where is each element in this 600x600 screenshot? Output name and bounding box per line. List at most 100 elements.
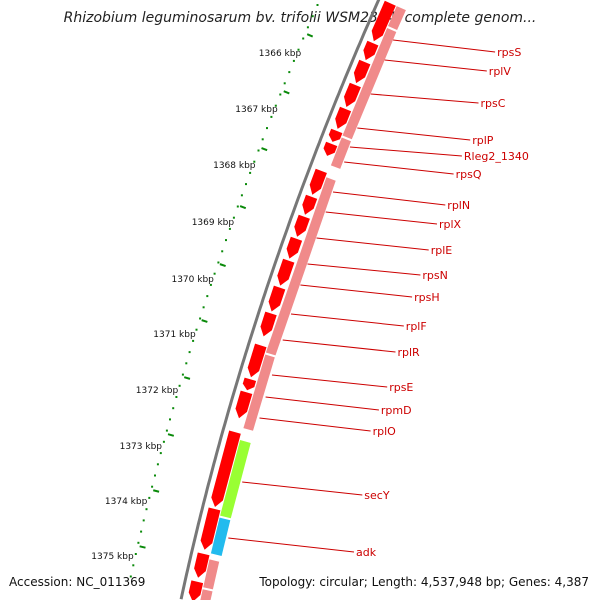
gene-arrow[interactable]: [235, 390, 253, 419]
scale-dot: [217, 261, 220, 264]
gene-block[interactable]: [200, 589, 213, 600]
gene-label[interactable]: rpsC: [481, 97, 506, 110]
gene-block[interactable]: [203, 559, 220, 590]
scale-dot: [221, 250, 224, 253]
gene-arrow[interactable]: [302, 194, 318, 215]
scale-dot: [145, 508, 148, 511]
scale-dot: [134, 553, 137, 555]
scale-dot: [178, 384, 181, 387]
secy-block[interactable]: [220, 440, 251, 519]
scale-tick: [239, 205, 247, 210]
scale-label: 1368 kbp: [213, 161, 256, 171]
scale-dotted-line: [129, 4, 319, 578]
accession-text: Accession: NC_011369: [9, 575, 146, 589]
gene-block[interactable]: [265, 177, 336, 356]
scale-tick: [283, 90, 290, 95]
scale-label: 1371 kbp: [153, 330, 196, 340]
gene-arrow[interactable]: [323, 141, 338, 156]
gene-arrow[interactable]: [268, 285, 286, 312]
gene-label[interactable]: rpsH: [414, 291, 440, 304]
gene-label[interactable]: rplE: [431, 244, 453, 257]
scale-dot: [151, 485, 154, 488]
scale-tick: [219, 263, 226, 267]
gene-arrow[interactable]: [309, 168, 327, 195]
scale-tick: [201, 319, 208, 323]
scale-label: 1369 kbp: [192, 218, 235, 228]
gene-label[interactable]: rpsS: [497, 46, 521, 59]
scale-dot: [225, 239, 227, 242]
gene-label[interactable]: rpsQ: [456, 168, 482, 181]
gene-labels: rpsS rplV rpsC rplP Rleg2_1340 rpsQ rplN rplX rp…: [228, 39, 529, 559]
scale-dot: [209, 283, 212, 286]
scale-dot: [148, 496, 151, 499]
gene-arrow[interactable]: [353, 59, 371, 84]
gene-arrow[interactable]: [211, 430, 241, 508]
scale-dot: [316, 4, 319, 6]
scale-dot: [236, 205, 239, 208]
gene-arrow[interactable]: [328, 128, 343, 142]
gene-label[interactable]: rplO: [373, 425, 397, 438]
scale-tick: [306, 33, 314, 38]
scale-dot: [181, 373, 184, 376]
scale-dot: [137, 541, 140, 544]
gene-arrow[interactable]: [242, 377, 257, 391]
scale-dot: [195, 328, 198, 331]
scale-dot: [288, 71, 291, 74]
topology-text: Topology: circular; Length: 4,537,948 bp…: [259, 575, 589, 589]
gene-arrow[interactable]: [188, 580, 204, 600]
scale-dot: [188, 351, 191, 354]
scale-label: 1372 kbp: [136, 386, 179, 396]
genome-backbone: [179, 0, 381, 600]
scale-dot: [261, 138, 264, 141]
gene-label[interactable]: rpmD: [381, 404, 412, 417]
gene-label[interactable]: Rleg2_1340: [464, 150, 529, 163]
gene-block[interactable]: [243, 354, 275, 431]
gene-label[interactable]: rplF: [406, 320, 427, 333]
gene-label[interactable]: adk: [356, 546, 377, 559]
gene-arrow[interactable]: [363, 40, 379, 61]
scale-dot: [185, 362, 188, 365]
gene-label[interactable]: rpsN: [422, 269, 447, 282]
gene-arrow[interactable]: [286, 236, 303, 259]
scale-label: 1375 kbp: [91, 552, 134, 562]
adk-block[interactable]: [210, 517, 231, 556]
scale-dot: [306, 26, 309, 29]
scale-dot: [162, 440, 165, 443]
gene-label[interactable]: rplN: [447, 199, 470, 212]
scale-dot: [266, 127, 268, 130]
gene-arrow[interactable]: [294, 214, 310, 237]
gene-leader-line: [282, 339, 396, 353]
gene-label[interactable]: secY: [364, 489, 390, 502]
gene-arrow[interactable]: [335, 106, 352, 129]
scale-dot: [169, 418, 171, 421]
gene-arrow[interactable]: [247, 343, 267, 378]
scale-tick: [183, 376, 191, 380]
scale-tick: [167, 433, 175, 437]
gene-label[interactable]: rpsE: [389, 381, 413, 394]
gene-arrow[interactable]: [260, 311, 277, 337]
gene-block[interactable]: [342, 28, 397, 140]
gene-arrow[interactable]: [371, 0, 396, 42]
scale-dot: [292, 59, 295, 62]
gene-leader-line: [271, 374, 388, 388]
gene-arrow[interactable]: [277, 258, 295, 286]
gene-label[interactable]: rplR: [398, 346, 421, 359]
gene-leader-line: [290, 313, 404, 327]
gene-block[interactable]: [388, 6, 406, 30]
gene-label[interactable]: rplX: [439, 218, 462, 231]
gene-leader-line: [357, 127, 471, 141]
gene-leader-line: [242, 481, 363, 496]
scale-dot: [213, 272, 216, 275]
gene-leader-line: [325, 211, 438, 225]
map-title: Rhizobium leguminosarum bv. trifolii WSM…: [63, 10, 537, 26]
gene-label[interactable]: rplV: [489, 65, 512, 78]
gene-arrow[interactable]: [200, 507, 221, 550]
gene-arrow[interactable]: [194, 552, 210, 578]
gene-leader-line: [316, 237, 429, 251]
gene-leader-line: [307, 263, 421, 276]
gene-block[interactable]: [330, 137, 351, 169]
gene-label[interactable]: rplP: [472, 134, 494, 147]
scale-label: 1373 kbp: [120, 442, 163, 452]
gene-arrow[interactable]: [344, 82, 361, 107]
